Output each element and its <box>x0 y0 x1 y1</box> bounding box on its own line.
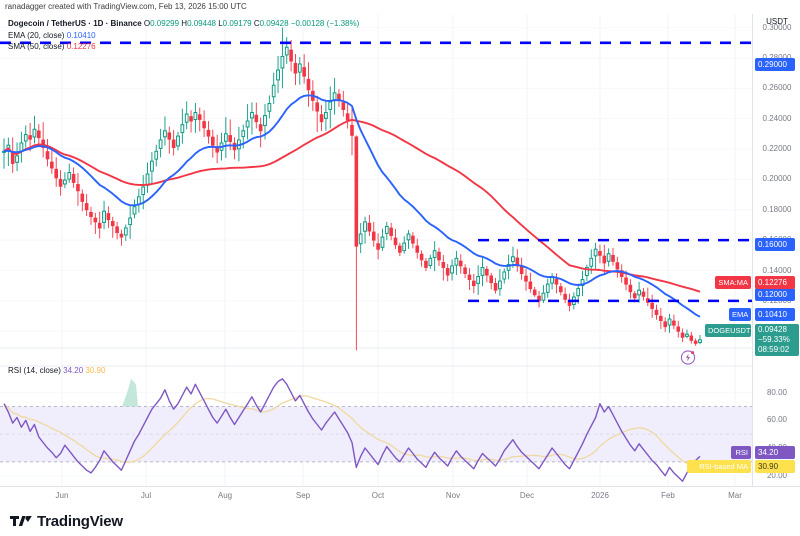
time-axis[interactable]: Jun Jul Aug Sep Oct Nov Dec 2026 Feb Mar <box>0 486 800 507</box>
last-price-change: −59.33% <box>758 335 790 344</box>
price-axis-tick: 0.22000 <box>762 144 792 154</box>
rsi-value-tag[interactable]: 34.20 <box>755 446 795 459</box>
time-axis-tick: Nov <box>445 491 461 500</box>
time-axis-tick: Jul <box>140 491 152 500</box>
ema-name-tag[interactable]: EMA <box>729 308 751 321</box>
ohlc-low-value: 0.09179 <box>222 19 252 28</box>
rsi-axis-tick: 20.00 <box>766 470 788 480</box>
price-axis-tick: 0.30000 <box>762 22 792 32</box>
time-axis-tick: Jun <box>55 491 69 500</box>
attribution-text: ranadagger created with TradingView.com,… <box>0 0 800 14</box>
time-axis-tick: Aug <box>217 491 233 500</box>
symbol-title: Dogecoin / TetherUS · 1D · Binance <box>8 19 142 28</box>
ohlc-change: −0.00128 (−1.38%) <box>290 19 360 28</box>
sma-name-tag[interactable]: SMA:MA <box>715 276 751 289</box>
chart-canvas[interactable] <box>0 14 752 486</box>
ema-legend-value: 0.10410 <box>66 30 96 40</box>
symbol-name-tag[interactable]: DOGEUSDT <box>705 324 751 337</box>
last-price-tag[interactable]: 0.09428 −59.33% 08:59:02 <box>755 324 799 356</box>
tradingview-wordmark: TradingView <box>37 512 123 530</box>
sma-legend-value: 0.12276 <box>66 42 96 51</box>
ema-legend-label: EMA (20, close) <box>8 30 65 40</box>
rsi-name-tag[interactable]: RSI <box>731 446 751 459</box>
price-axis-tick: 0.20000 <box>762 174 792 184</box>
lightning-badge-icon[interactable] <box>679 348 697 366</box>
ohlc-open-value: 0.09299 <box>150 19 180 28</box>
level-tag-029[interactable]: 0.29000 <box>755 58 795 71</box>
rsi-legend-label: RSI (14, close) <box>8 366 61 375</box>
price-axis-tick: 0.14000 <box>762 265 792 275</box>
sma-price-tag[interactable]: 0.12276 <box>755 276 795 289</box>
last-price-countdown: 08:59:02 <box>758 345 790 354</box>
ohlc-high-label: H <box>181 19 188 28</box>
ema-price-tag[interactable]: 0.10410 <box>755 308 795 321</box>
price-axis-tick: 0.26000 <box>762 83 792 93</box>
time-axis-tick: Feb <box>661 491 675 500</box>
price-axis-tick: 0.28000 <box>753 53 800 63</box>
symbol-legend-row[interactable]: Dogecoin / TetherUS · 1D · Binance O0.09… <box>8 18 359 30</box>
price-legend: Dogecoin / TetherUS · 1D · Binance O0.09… <box>8 18 359 53</box>
last-price-value: 0.09428 <box>758 325 787 334</box>
ohlc-open-label: O <box>143 19 151 28</box>
rsi-ma-value-tag[interactable]: 30.90 <box>755 460 795 473</box>
rsi-ma-name-tag[interactable]: RSI-based MA <box>687 460 751 473</box>
level-tag-012[interactable]: 0.12000 <box>755 288 795 301</box>
time-axis-tick: Dec <box>519 491 535 500</box>
ohlc-close-label: C <box>253 19 260 28</box>
time-axis-tick: Oct <box>371 491 385 500</box>
level-tag-016[interactable]: 0.16000 <box>755 238 795 251</box>
rsi-axis-tick: 60.00 <box>766 415 788 425</box>
ohlc-high-value: 0.09448 <box>187 19 216 28</box>
rsi-legend-value: 34.20 <box>63 366 84 375</box>
footer-brand-bar: TradingView <box>0 506 800 536</box>
rsi-legend[interactable]: RSI (14, close) 34.20 30.90 <box>8 366 105 375</box>
rsi-ma-legend-value: 30.90 <box>85 366 106 375</box>
tradingview-logo-icon <box>10 514 32 528</box>
sma-legend-label: SMA (50, close) <box>8 42 65 51</box>
time-axis-tick: Sep <box>295 491 311 500</box>
time-axis-tick: 2026 <box>591 491 609 500</box>
ema-legend-row[interactable]: EMA (20, close) 0.10410 <box>8 30 359 42</box>
axis-unit-label: USDT <box>766 17 788 26</box>
price-axis[interactable]: USDT 0.30000 0.28000 0.26000 0.24000 0.22000… <box>687 14 800 486</box>
time-axis-tick: Mar <box>728 491 742 500</box>
price-axis-tick: 0.18000 <box>762 204 792 214</box>
price-and-rsi-plot <box>0 14 752 486</box>
rsi-axis-tick: 80.00 <box>766 387 788 397</box>
ohlc-low-label: L <box>218 19 223 28</box>
price-axis-tick: 0.24000 <box>762 113 792 123</box>
sma-legend-row[interactable]: SMA (50, close) 0.12276 <box>8 41 359 53</box>
ohlc-close-value: 0.09428 <box>259 19 289 28</box>
